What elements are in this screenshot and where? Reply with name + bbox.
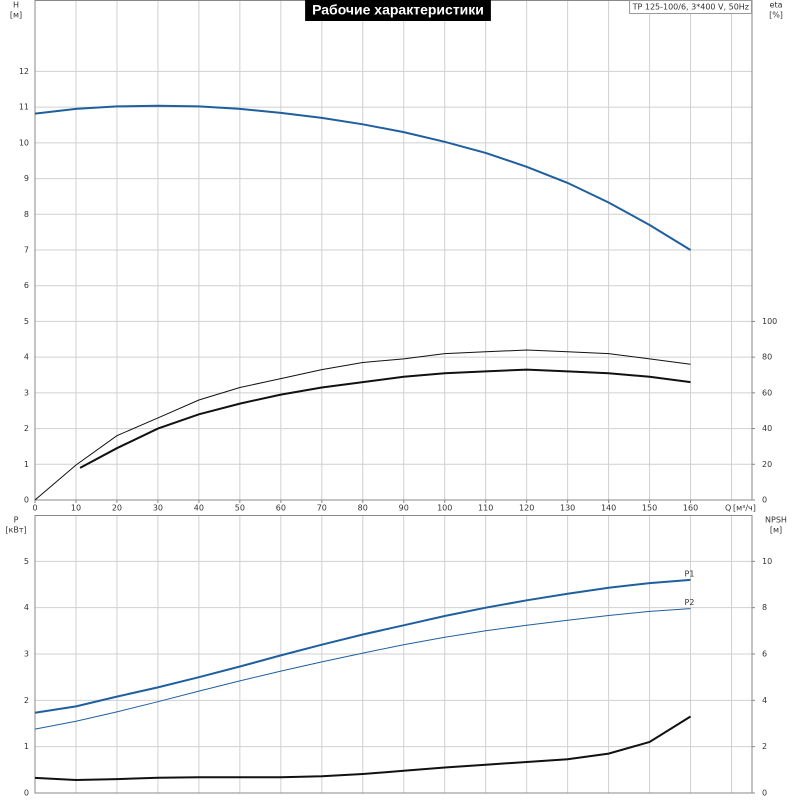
y-tick-label: 1 xyxy=(24,460,29,469)
y2-tick-label: 8 xyxy=(762,603,767,612)
x-tick-label: 20 xyxy=(112,504,122,513)
y-tick-label: 4 xyxy=(24,353,29,362)
y2-tick-label: 40 xyxy=(762,424,772,433)
x-tick-label: 10 xyxy=(71,504,81,513)
series-label: P1 xyxy=(685,569,695,578)
y-tick-label: 2 xyxy=(24,696,29,705)
y2-axis-label: eta xyxy=(770,1,783,10)
y-tick-label: 10 xyxy=(19,138,29,147)
y-tick-label: 2 xyxy=(24,424,29,433)
y-tick-label: 5 xyxy=(24,317,29,326)
x-tick-label: 40 xyxy=(194,504,204,513)
y2-tick-label: 2 xyxy=(762,742,767,751)
y2-tick-label: 80 xyxy=(762,353,772,362)
y2-tick-label: 6 xyxy=(762,650,767,659)
x-tick-label: 140 xyxy=(601,504,616,513)
model-label: TP 125-100/6, 3*400 V, 50Hz xyxy=(632,3,749,12)
y-tick-label: 11 xyxy=(19,103,29,112)
x-tick-label: 0 xyxy=(32,504,37,513)
x-axis-unit: [м³/ч] xyxy=(733,504,756,513)
y-tick-label: 3 xyxy=(24,388,29,397)
y-tick-label: 0 xyxy=(24,789,29,798)
curve xyxy=(34,715,692,782)
y2-tick-label: 4 xyxy=(762,696,767,705)
x-tick-label: 30 xyxy=(153,504,163,513)
y-tick-label: 7 xyxy=(24,246,29,255)
title-box xyxy=(305,0,491,21)
curve xyxy=(34,104,692,251)
x-tick-label: 110 xyxy=(478,504,493,513)
x-tick-label: 130 xyxy=(560,504,575,513)
x-axis-label: Q xyxy=(725,504,731,513)
x-tick-label: 80 xyxy=(358,504,368,513)
y-tick-label: 6 xyxy=(24,281,29,290)
x-tick-label: 150 xyxy=(642,504,657,513)
y-tick-label: 8 xyxy=(24,210,29,219)
curve xyxy=(34,578,691,714)
x-tick-label: 50 xyxy=(235,504,245,513)
curve xyxy=(34,608,691,730)
x-tick-label: 120 xyxy=(519,504,534,513)
y-tick-label: 5 xyxy=(24,557,29,566)
y2-tick-label: 100 xyxy=(762,317,777,326)
y2-axis-label: NPSH xyxy=(765,516,787,525)
y2-tick-label: 20 xyxy=(762,460,772,469)
y2-axis-unit: [%] xyxy=(769,11,783,20)
y-tick-label: 0 xyxy=(24,496,29,505)
curve xyxy=(79,368,691,469)
y-axis-unit: [кВт] xyxy=(5,526,26,535)
y-tick-label: 12 xyxy=(19,67,29,76)
curve xyxy=(34,349,691,501)
y2-axis-unit: [м] xyxy=(770,526,782,535)
chart-title: Рабочие характеристики xyxy=(312,2,484,18)
x-tick-label: 100 xyxy=(437,504,452,513)
y2-tick-label: 10 xyxy=(762,557,772,566)
x-tick-label: 70 xyxy=(317,504,327,513)
y-tick-label: 1 xyxy=(24,742,29,751)
plot-frame xyxy=(34,515,753,794)
x-tick-label: 60 xyxy=(276,504,286,513)
x-tick-label: 90 xyxy=(399,504,409,513)
y-axis-unit: [м] xyxy=(10,11,22,20)
series-label: P2 xyxy=(685,598,695,607)
y2-tick-label: 0 xyxy=(762,496,767,505)
model-box xyxy=(629,0,752,14)
y-tick-label: 4 xyxy=(24,603,29,612)
x-tick-label: 160 xyxy=(683,504,698,513)
y-tick-label: 9 xyxy=(24,174,29,183)
y2-tick-label: 0 xyxy=(762,789,767,798)
y-tick-label: 3 xyxy=(24,650,29,659)
y-axis-label: P xyxy=(14,516,19,525)
y-axis-label: H xyxy=(13,1,19,10)
y2-tick-label: 60 xyxy=(762,388,772,397)
